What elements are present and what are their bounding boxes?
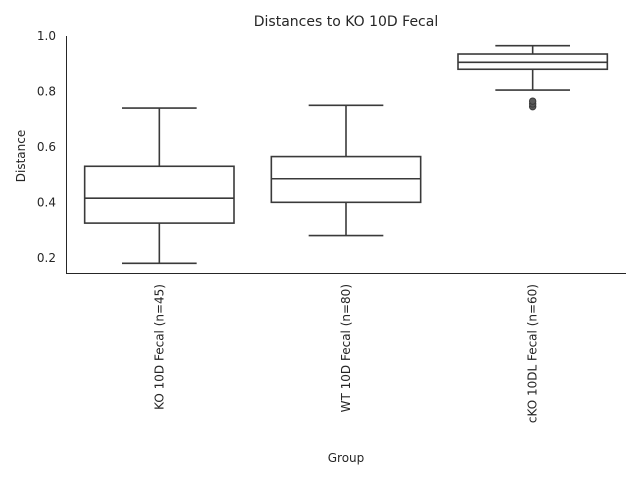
y-tick-label: 0.6: [37, 140, 56, 154]
x-tick-label: KO 10D Fecal (n=45): [152, 284, 166, 410]
y-tick-label: 1.0: [37, 29, 56, 43]
chart-title: Distances to KO 10D Fecal: [254, 14, 438, 30]
iqr-box: [83, 165, 235, 224]
x-tick-group: KO 10D Fecal (n=45) WT 10D Fecal (n=80) cK…: [152, 284, 539, 423]
y-axis-label: Distance: [14, 130, 28, 182]
y-tick-label: 0.8: [37, 84, 56, 98]
y-tick-label: 0.4: [37, 195, 56, 209]
x-axis-label: Group: [328, 451, 365, 465]
outlier-point: [528, 97, 537, 105]
box-series-2: [270, 104, 422, 237]
box-series-1: [83, 107, 235, 265]
y-tick-label: 0.2: [37, 251, 56, 265]
x-tick-label: cKO 10DL Fecal (n=60): [526, 284, 540, 423]
box-group: [83, 44, 609, 265]
box-series-3: [457, 44, 609, 111]
x-tick-label: WT 10D Fecal (n=80): [339, 284, 353, 412]
y-tick-group: 0.2 0.4 0.6 0.8 1.0: [37, 29, 56, 265]
